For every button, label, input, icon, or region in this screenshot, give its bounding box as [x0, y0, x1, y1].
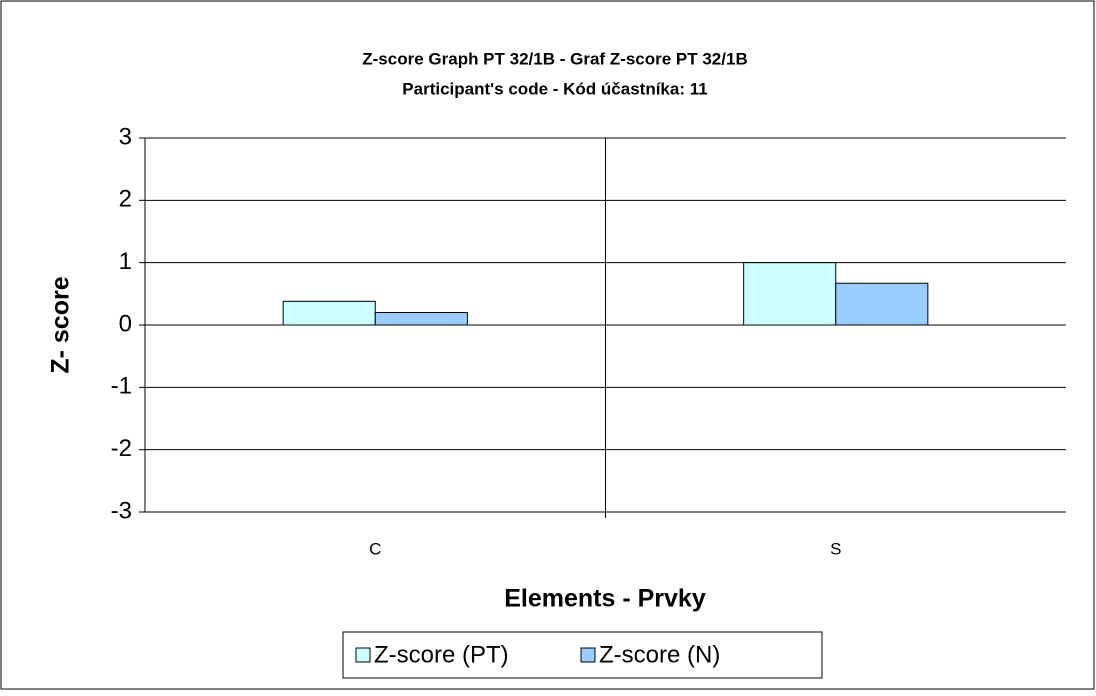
bar	[282, 300, 376, 326]
y-tick-label: 3	[119, 123, 132, 150]
bar	[374, 312, 468, 326]
y-tick-label: -1	[111, 373, 132, 400]
chart-title: Z-score Graph PT 32/1B - Graf Z-score PT…	[362, 49, 747, 68]
x-axis-label: Elements - Prvky	[504, 585, 706, 613]
y-tick-label: 2	[119, 186, 132, 213]
y-tick-label: 1	[119, 248, 132, 275]
y-tick-label: -2	[111, 435, 132, 462]
y-axis-label: Z- score	[47, 276, 75, 373]
bar	[835, 282, 929, 326]
y-tick-label: 0	[119, 310, 132, 337]
y-tick-label: -3	[111, 497, 132, 524]
chart-subtitle: Participant's code - Kód účastníka: 11	[402, 79, 707, 98]
legend-swatch	[580, 647, 596, 663]
x-tick-label: S	[830, 539, 841, 558]
legend-label: Z-score (N)	[599, 641, 720, 668]
legend-label: Z-score (PT)	[374, 641, 509, 668]
legend-swatch	[355, 647, 371, 663]
bar	[743, 262, 837, 326]
x-tick-label: C	[369, 539, 381, 558]
